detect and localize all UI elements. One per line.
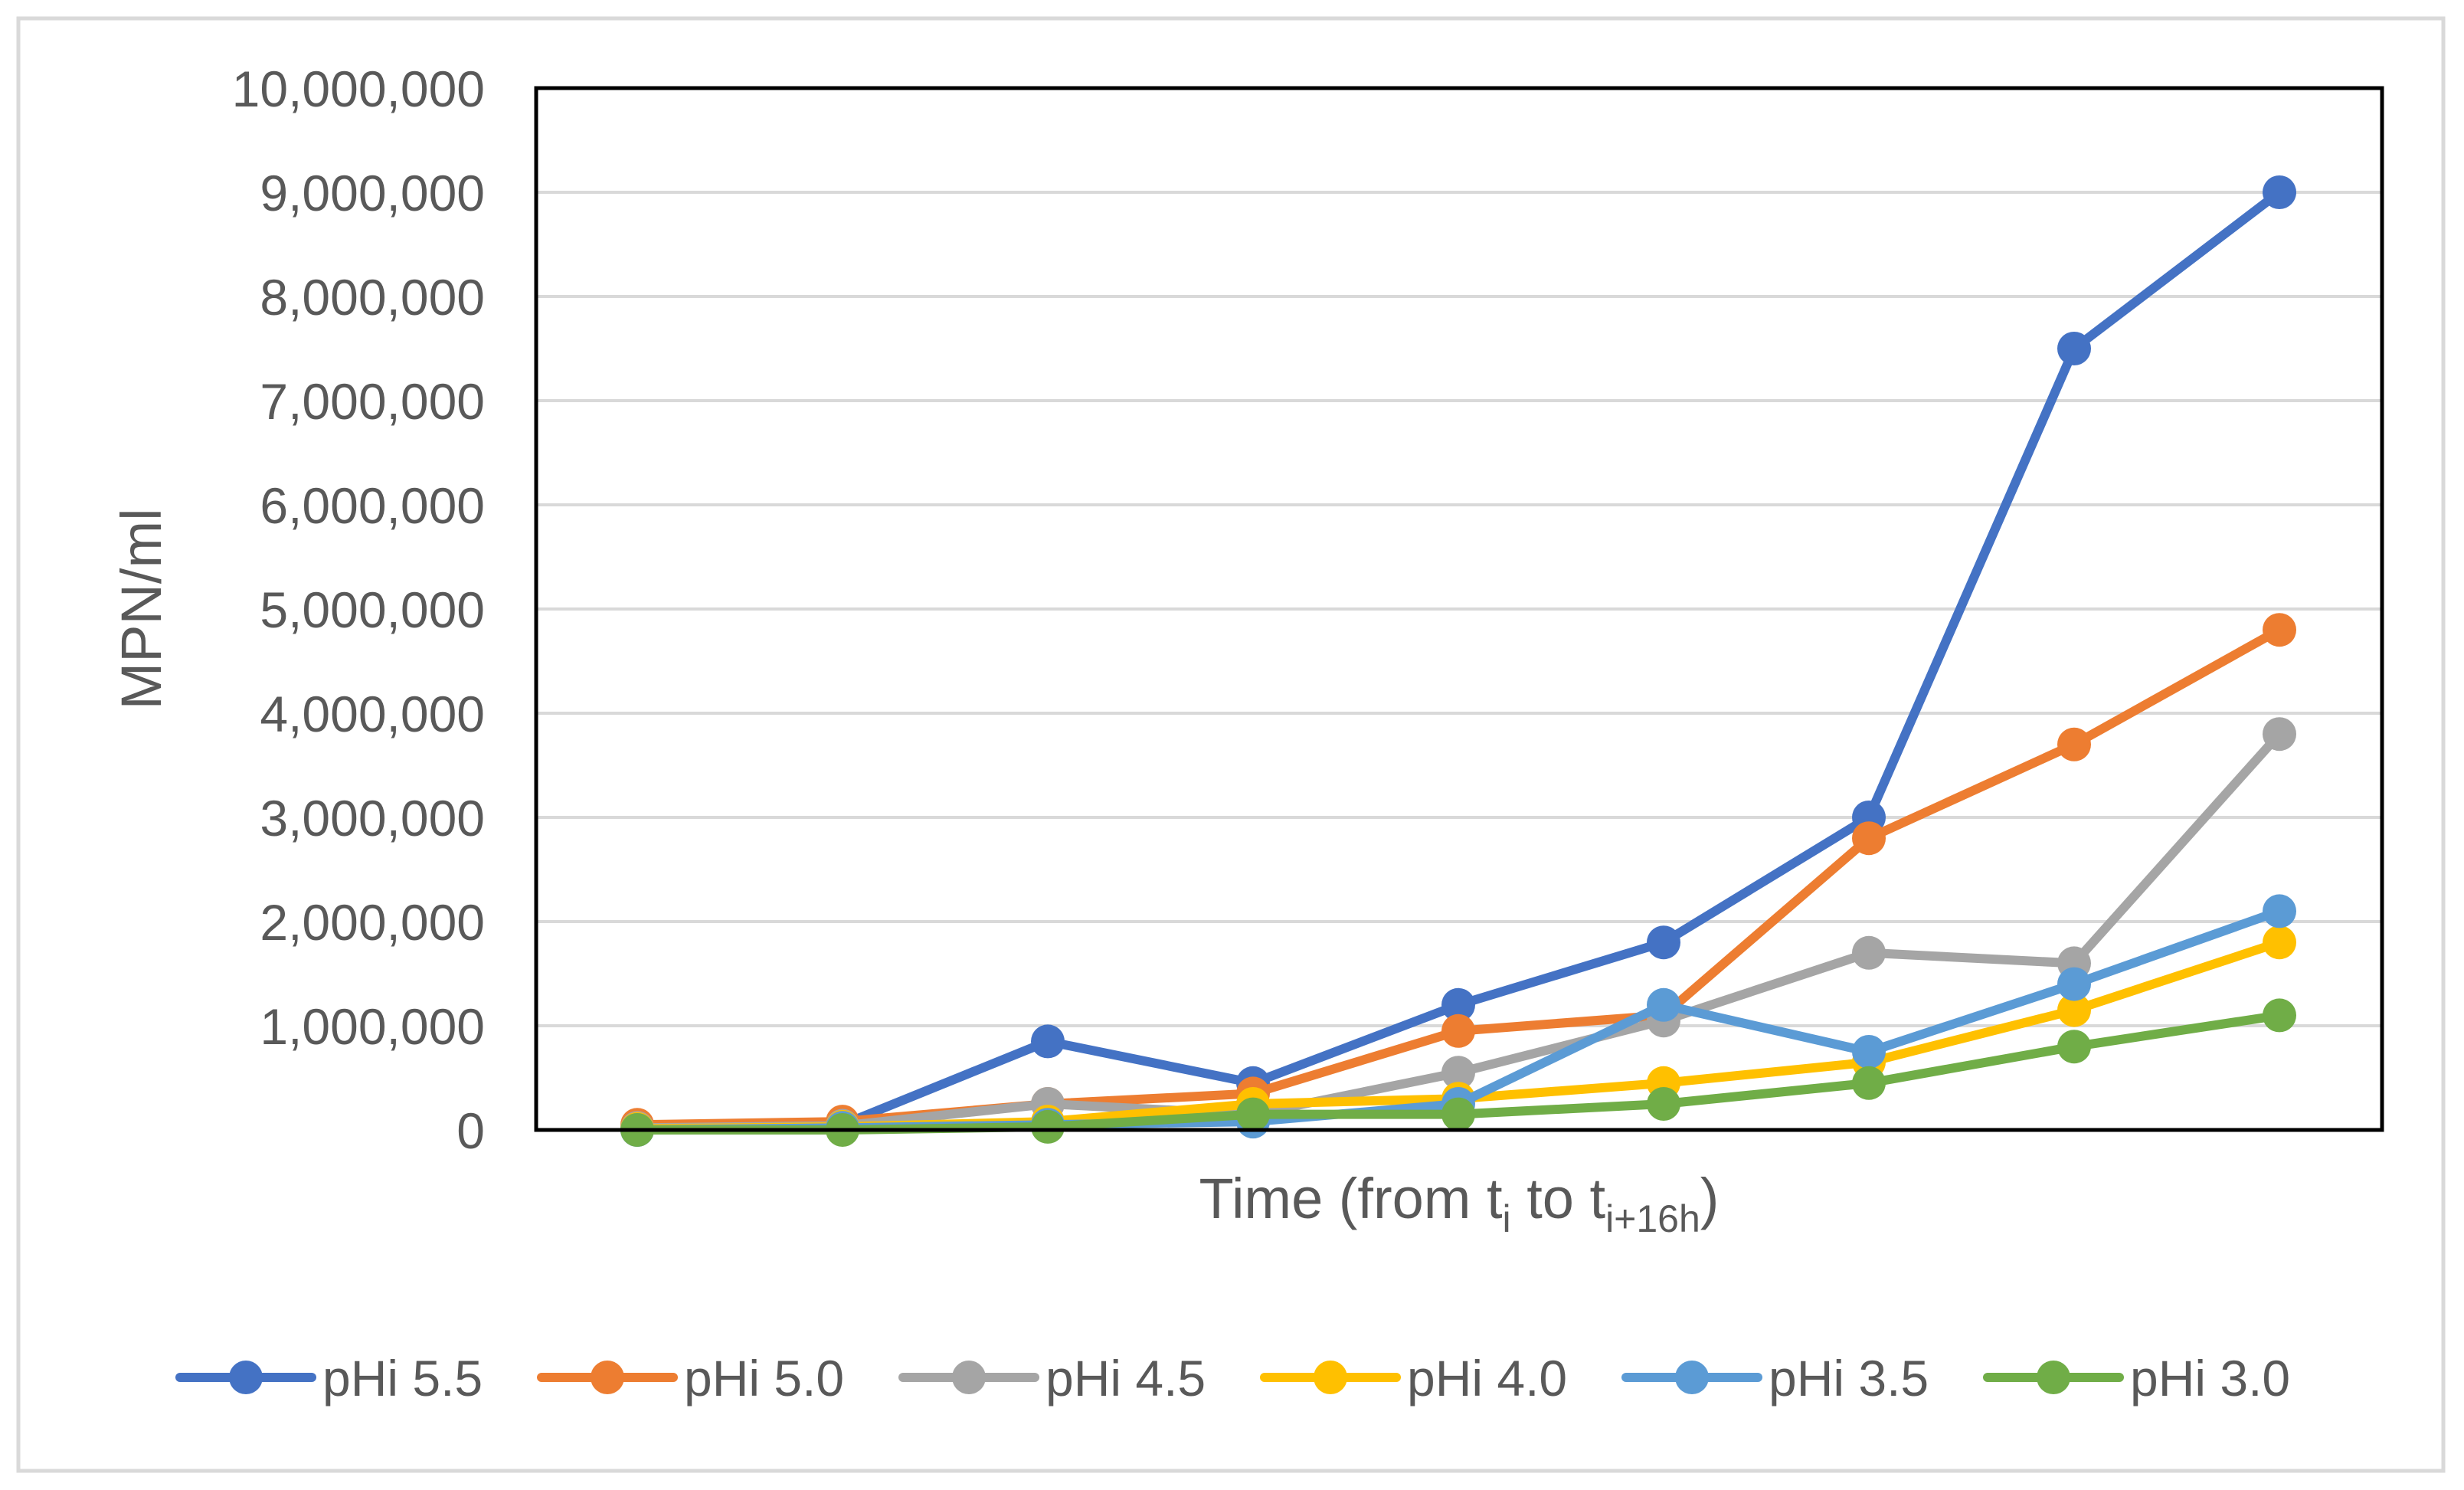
y-tick-labels: 0 1,000,000 2,000,000 3,000,000 4,000,000 5,0… (232, 61, 485, 1159)
legend: pHi 5.5 pHi 5.0 pHi 4.5 pHi 4.0 pHi 3.5 pHi 3… (175, 1350, 2290, 1406)
data-point-phi-5-0 (1852, 821, 1886, 856)
legend-label-phi-3-5: pHi 3.5 (1769, 1350, 1929, 1406)
data-point-phi-3-0 (1647, 1087, 1680, 1121)
y-tick-label: 1,000,000 (260, 998, 485, 1055)
data-point-phi-5-0 (2263, 613, 2296, 647)
y-tick-label: 8,000,000 (260, 269, 485, 326)
y-tick-label: 3,000,000 (260, 790, 485, 847)
data-point-phi-4-5 (1441, 1056, 1475, 1090)
y-tick-label: 6,000,000 (260, 477, 485, 534)
data-point-phi-5-5 (1031, 1024, 1065, 1059)
legend-marker-phi-4-5 (952, 1361, 986, 1394)
legend-marker-phi-3-0 (2037, 1361, 2070, 1394)
data-point-phi-3-0 (1441, 1097, 1475, 1131)
y-tick-label: 7,000,000 (260, 373, 485, 430)
data-point-phi-3-5 (1647, 987, 1680, 1022)
legend-marker-phi-3-5 (1675, 1361, 1709, 1394)
legend-label-phi-4-5: pHi 4.5 (1045, 1350, 1206, 1406)
legend-label-phi-3-0: pHi 3.0 (2130, 1350, 2290, 1406)
y-axis-label: MPN/ml (110, 508, 173, 709)
y-tick-label: 9,000,000 (260, 165, 485, 221)
data-point-phi-5-0 (1441, 1014, 1475, 1048)
y-tick-label: 2,000,000 (260, 894, 485, 951)
data-point-phi-3-5 (1852, 1035, 1886, 1069)
data-point-phi-3-0 (2263, 998, 2296, 1033)
data-point-phi-5-5 (2263, 175, 2296, 209)
data-point-phi-5-5 (2057, 332, 2091, 365)
y-tick-label: 5,000,000 (260, 581, 485, 638)
series-layer (620, 175, 2296, 1147)
data-point-phi-4-5 (2263, 717, 2296, 752)
legend-label-phi-4-0: pHi 4.0 (1407, 1350, 1567, 1406)
legend-marker-phi-5-5 (229, 1361, 263, 1394)
data-point-phi-3-0 (2057, 1030, 2091, 1064)
data-point-phi-4-0 (2057, 993, 2091, 1027)
plot-area-border (534, 86, 2384, 1132)
legend-label-phi-5-5: pHi 5.5 (322, 1350, 483, 1406)
data-point-phi-3-0 (1852, 1066, 1886, 1100)
data-point-phi-5-0 (2057, 727, 2091, 761)
data-point-phi-5-5 (1647, 925, 1680, 960)
data-point-phi-5-5 (1441, 987, 1475, 1022)
data-point-phi-3-5 (2263, 894, 2296, 928)
y-tick-label: 10,000,000 (232, 61, 485, 117)
y-tick-label: 4,000,000 (260, 686, 485, 742)
x-axis-label: Time (from ti to ti+16h) (1199, 1167, 1720, 1240)
legend-label-phi-5-0: pHi 5.0 (684, 1350, 844, 1406)
data-point-phi-4-5 (1852, 935, 1886, 970)
data-point-phi-3-0 (1031, 1109, 1065, 1144)
data-point-phi-3-5 (2057, 967, 2091, 1001)
data-point-phi-3-0 (1236, 1097, 1270, 1131)
legend-marker-phi-5-0 (591, 1361, 624, 1394)
y-tick-label: 0 (456, 1102, 485, 1159)
outer-border (16, 16, 2446, 1473)
data-point-phi-4-0 (2263, 925, 2296, 960)
legend-marker-phi-4-0 (1314, 1361, 1347, 1394)
